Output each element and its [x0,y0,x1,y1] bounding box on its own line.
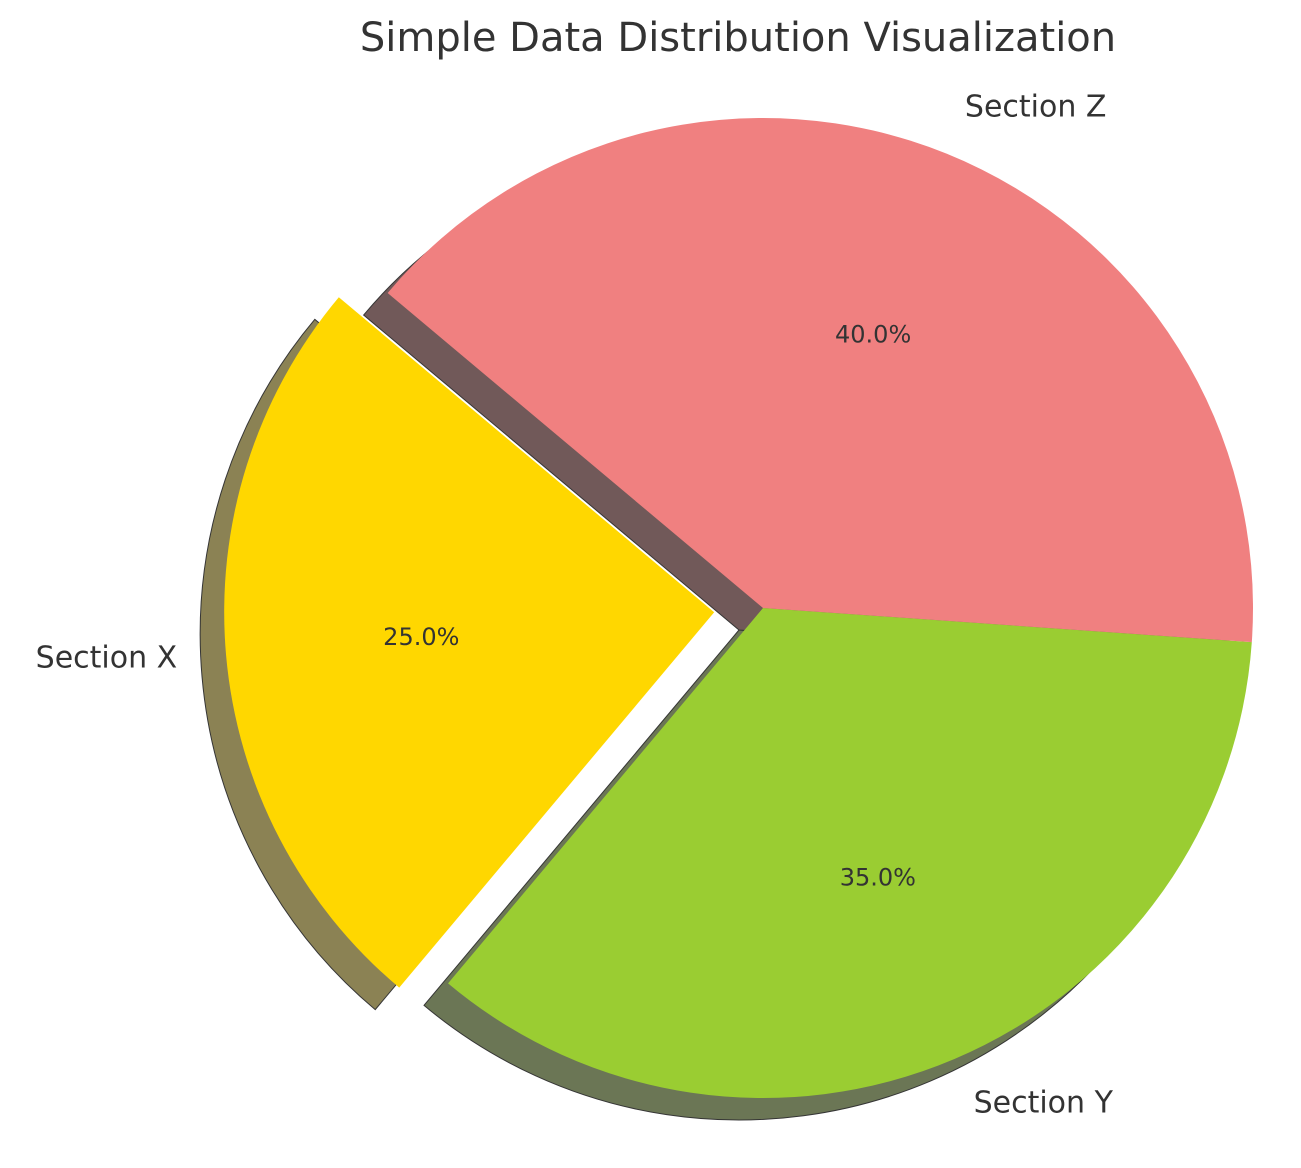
value-label: 35.0% [840,864,916,892]
wedge [387,117,1254,643]
value-label: 40.0% [835,320,911,348]
chart-title: Simple Data Distribution Visualization [360,15,1116,61]
wedge [224,297,715,988]
wedges [224,117,1254,1098]
category-label: Section X [36,641,178,676]
category-label: Section Y [974,1086,1114,1121]
value-label: 25.0% [383,623,459,651]
labels: Section X 25.0% Section Y 35.0% Section Z 40.… [36,90,1114,1121]
category-label: Section Z [965,90,1107,125]
wedge [448,608,1252,1098]
